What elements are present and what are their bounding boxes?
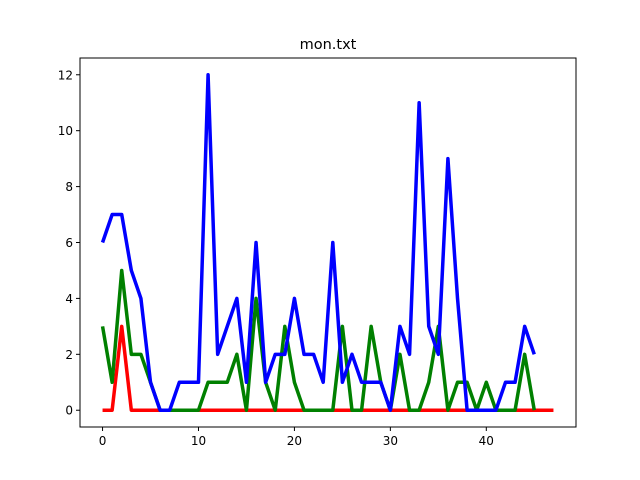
plot-frame <box>79 57 577 428</box>
y-tick-label: 12 <box>58 68 73 82</box>
x-tick-label: 0 <box>99 434 107 448</box>
x-tick-label: 30 <box>383 434 398 448</box>
x-tick-label: 10 <box>191 434 206 448</box>
x-tick-label: 20 <box>287 434 302 448</box>
series-line-1 <box>100 268 536 412</box>
y-tick-label: 6 <box>65 236 73 250</box>
y-tick-label: 4 <box>65 292 73 306</box>
series-line-0 <box>100 73 536 412</box>
y-tick-label: 2 <box>65 348 73 362</box>
y-tick-label: 0 <box>65 404 73 418</box>
y-tick-label: 8 <box>65 180 73 194</box>
x-tick-label: 40 <box>479 434 494 448</box>
y-tick-label: 10 <box>58 124 73 138</box>
chart-title: mon.txt <box>300 37 357 53</box>
axis-layer: 0 10 20 30 40 0 2 4 6 8 10 12 <box>58 68 494 448</box>
series-layer <box>100 73 554 412</box>
